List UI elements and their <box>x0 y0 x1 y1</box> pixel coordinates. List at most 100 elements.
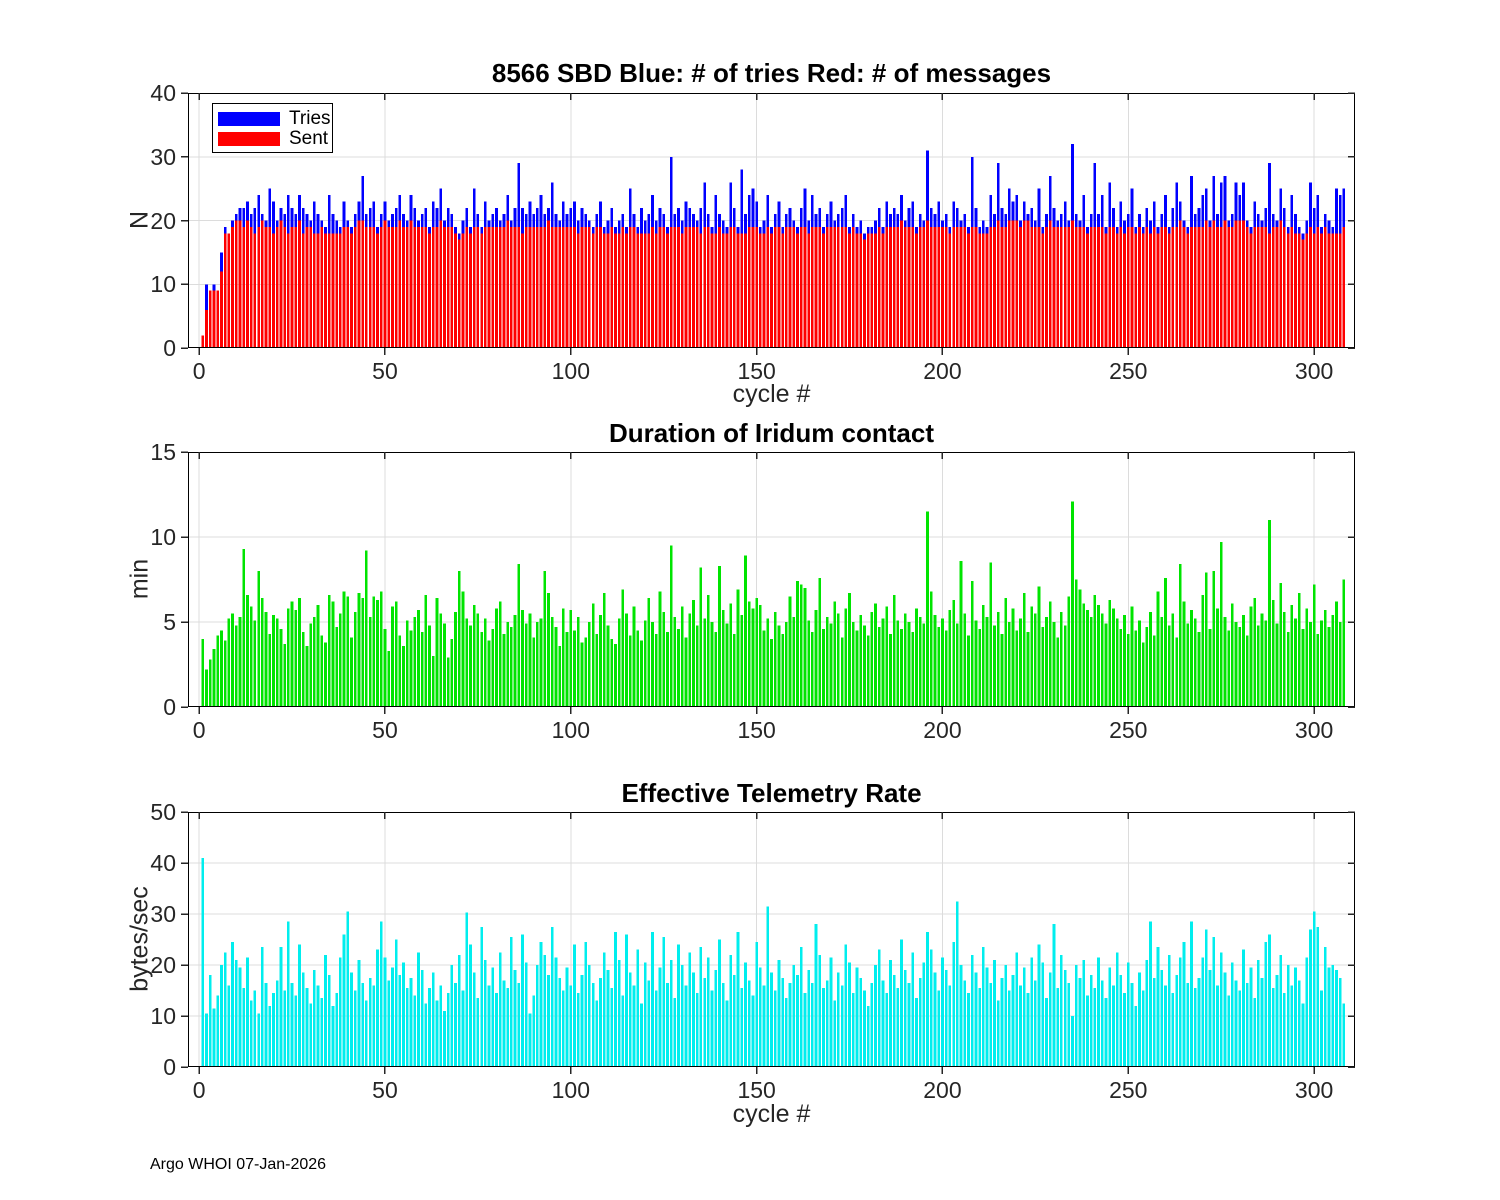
bar <box>521 233 524 348</box>
bar <box>1100 613 1104 707</box>
x-tick-label: 250 <box>1109 717 1148 743</box>
bar <box>1338 233 1342 348</box>
bar <box>870 611 874 707</box>
bar <box>1316 633 1320 707</box>
bar <box>703 618 706 707</box>
bar <box>632 606 636 707</box>
bar <box>379 921 383 1067</box>
bar <box>714 632 718 707</box>
bar <box>610 226 614 348</box>
bar <box>1342 579 1346 707</box>
bar <box>859 977 863 1067</box>
bar <box>1138 226 1141 348</box>
bar <box>944 630 948 707</box>
bar <box>1297 980 1301 1067</box>
bar <box>1257 959 1260 1067</box>
bar <box>907 226 911 348</box>
bar <box>1156 233 1160 348</box>
bar <box>807 620 811 707</box>
bar <box>1037 586 1041 707</box>
bar <box>409 630 413 707</box>
bar <box>454 233 457 348</box>
bar <box>710 990 714 1067</box>
bar <box>569 985 573 1067</box>
bar <box>547 220 550 348</box>
plot-canvas <box>181 92 1355 355</box>
bar <box>673 616 677 707</box>
bar <box>543 571 547 707</box>
bar <box>1305 608 1309 707</box>
bar <box>446 657 450 707</box>
bar <box>431 972 435 1067</box>
bar <box>959 965 963 1067</box>
bar <box>673 226 677 348</box>
bar <box>305 987 309 1067</box>
bar <box>264 226 268 348</box>
bar <box>799 226 803 348</box>
bar <box>223 640 227 707</box>
bar <box>1223 220 1227 348</box>
bar <box>662 611 666 707</box>
bar <box>640 640 643 707</box>
bar <box>759 967 762 1067</box>
bar <box>900 220 903 348</box>
bar <box>673 998 677 1067</box>
bar <box>617 618 621 707</box>
legend-swatch-sent-icon <box>218 132 280 146</box>
bar <box>320 998 324 1067</box>
bar <box>1048 601 1052 707</box>
bar <box>361 982 365 1067</box>
bar <box>996 1000 1000 1067</box>
bar <box>959 226 963 348</box>
bar <box>944 970 948 1067</box>
bar <box>628 635 632 707</box>
bar <box>1245 226 1249 348</box>
bar <box>220 271 223 348</box>
bar <box>814 226 818 348</box>
bar <box>409 220 413 348</box>
bar <box>227 985 231 1067</box>
bar <box>498 601 502 707</box>
bar <box>1238 990 1242 1067</box>
bar <box>948 233 952 348</box>
bar <box>885 606 889 707</box>
bar <box>260 598 264 707</box>
bar <box>922 623 926 707</box>
bar <box>1309 929 1312 1067</box>
bar <box>509 226 513 348</box>
bar <box>896 620 900 707</box>
x-tick-label: 0 <box>192 358 206 384</box>
bar <box>309 1003 312 1067</box>
bar <box>316 605 320 707</box>
bar <box>970 954 974 1067</box>
bar <box>536 226 539 348</box>
bar <box>327 594 331 707</box>
bar <box>926 511 929 707</box>
bar <box>1130 606 1134 707</box>
bar <box>818 954 822 1067</box>
bar <box>658 967 662 1067</box>
bar <box>1294 967 1297 1067</box>
bar <box>1152 977 1156 1067</box>
bar <box>1123 615 1126 707</box>
bar <box>1238 220 1242 348</box>
bar <box>602 593 606 707</box>
bar <box>941 957 944 1067</box>
bar <box>465 226 469 348</box>
bar <box>866 1005 870 1067</box>
bar <box>216 290 220 348</box>
bar <box>472 972 476 1067</box>
bar <box>688 952 692 1067</box>
bar <box>1041 627 1045 707</box>
bar <box>874 965 877 1067</box>
bar <box>1026 993 1030 1067</box>
bar <box>580 642 584 707</box>
bar <box>331 233 335 348</box>
bar <box>1219 226 1223 348</box>
bar <box>465 912 469 1067</box>
bar <box>1268 520 1271 707</box>
bar <box>539 618 543 707</box>
bar <box>785 998 788 1067</box>
bar <box>766 906 770 1067</box>
bar <box>1316 226 1320 348</box>
